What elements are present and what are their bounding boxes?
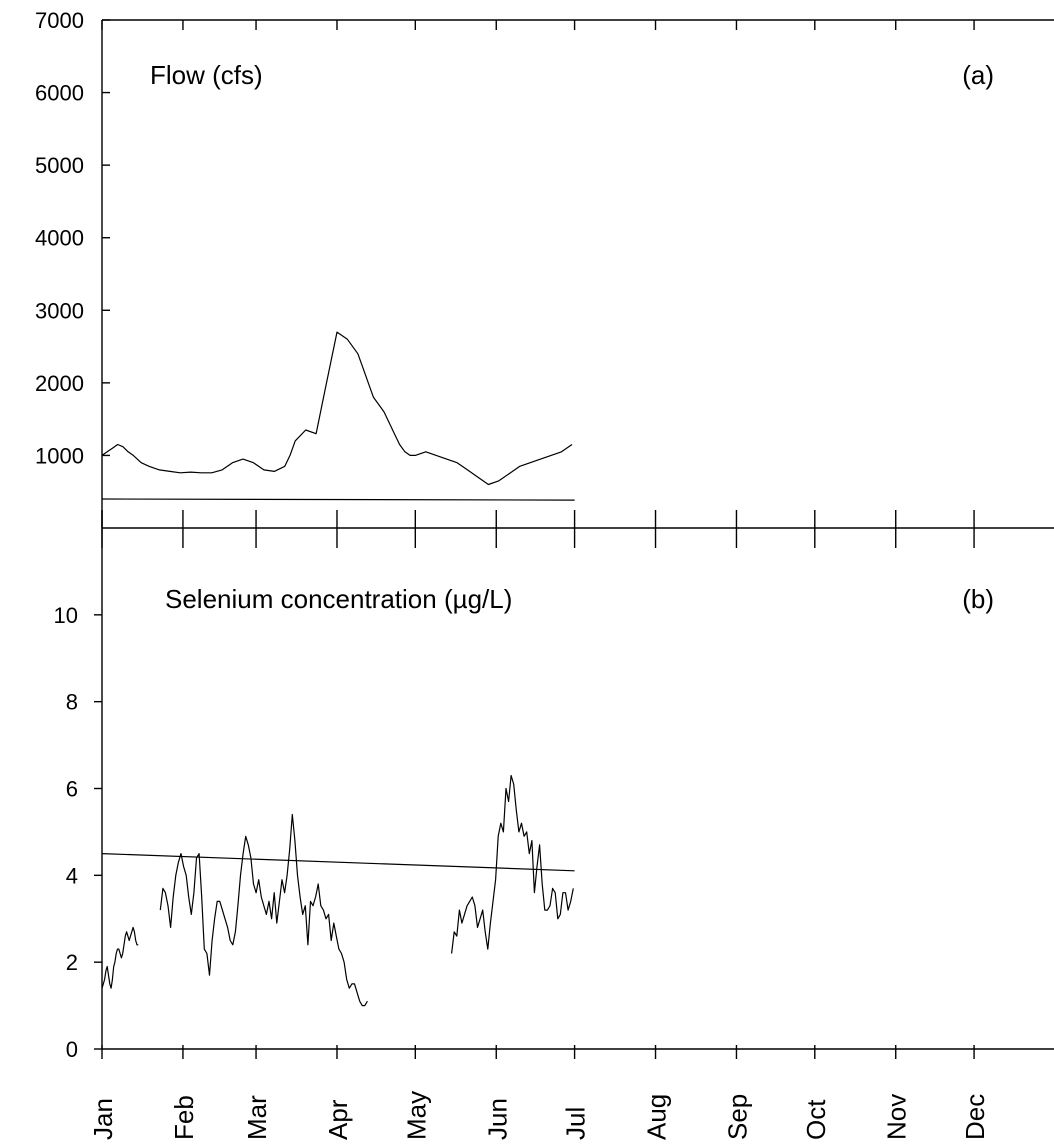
flow-y-tick-label: 7000 xyxy=(35,8,84,33)
selenium-trend-line xyxy=(101,853,575,872)
month-label: Jan xyxy=(88,1098,118,1140)
panel-a-title: Flow (cfs) xyxy=(150,60,263,90)
selenium-line-segment xyxy=(159,813,368,1007)
se-y-tick-label: 2 xyxy=(66,950,78,975)
se-y-tick-label: 8 xyxy=(66,690,78,715)
flow-y-tick-label: 1000 xyxy=(35,443,84,468)
panel-a-tag: (a) xyxy=(962,60,994,90)
panel-b-tag: (b) xyxy=(962,584,994,614)
panel-b-series xyxy=(101,774,575,1007)
month-label: May xyxy=(401,1091,431,1140)
x-axis-month-labels: Jan Feb Mar Apr May Jun Jul Aug Sep Oct Nov Dec xyxy=(88,1091,990,1140)
month-label: Feb xyxy=(169,1095,199,1140)
panel-a-series xyxy=(101,331,575,501)
flow-y-tick-label: 3000 xyxy=(35,298,84,323)
flow-y-tick-label: 6000 xyxy=(35,81,84,106)
month-label: Sep xyxy=(722,1094,752,1140)
panel-b-title: Selenium concentration (µg/L) xyxy=(165,584,512,614)
flow-line xyxy=(101,331,573,486)
month-label: Jul xyxy=(561,1107,591,1140)
month-label: Nov xyxy=(882,1094,912,1140)
flow-y-tick-label: 2000 xyxy=(35,371,84,396)
se-y-tick-label: 10 xyxy=(54,603,78,628)
flow-trend-line xyxy=(101,498,575,501)
panel-b-y-ticks: 0 2 4 6 8 10 xyxy=(54,603,102,1062)
se-y-tick-label: 4 xyxy=(66,863,78,888)
month-label: Jun xyxy=(482,1098,512,1140)
se-y-tick-label: 0 xyxy=(66,1037,78,1062)
month-label: Dec xyxy=(960,1094,990,1140)
selenium-line-segment xyxy=(451,774,574,954)
panel-b: 0 2 4 6 8 10 Selenium concentration (µg/L) (b… xyxy=(54,528,1054,1062)
panel-b-x-ticks xyxy=(101,528,975,1059)
selenium-line-segment xyxy=(101,926,139,989)
panel-a-x-ticks xyxy=(101,20,975,528)
panel-a-y-ticks: 1000 2000 3000 4000 5000 6000 7000 xyxy=(35,8,110,468)
month-label: Apr xyxy=(323,1099,353,1140)
se-y-tick-label: 6 xyxy=(66,777,78,802)
flow-y-tick-label: 4000 xyxy=(35,226,84,251)
month-label: Oct xyxy=(801,1099,831,1140)
month-label: Aug xyxy=(642,1094,672,1140)
month-label: Mar xyxy=(242,1095,272,1140)
flow-y-tick-label: 5000 xyxy=(35,153,84,178)
